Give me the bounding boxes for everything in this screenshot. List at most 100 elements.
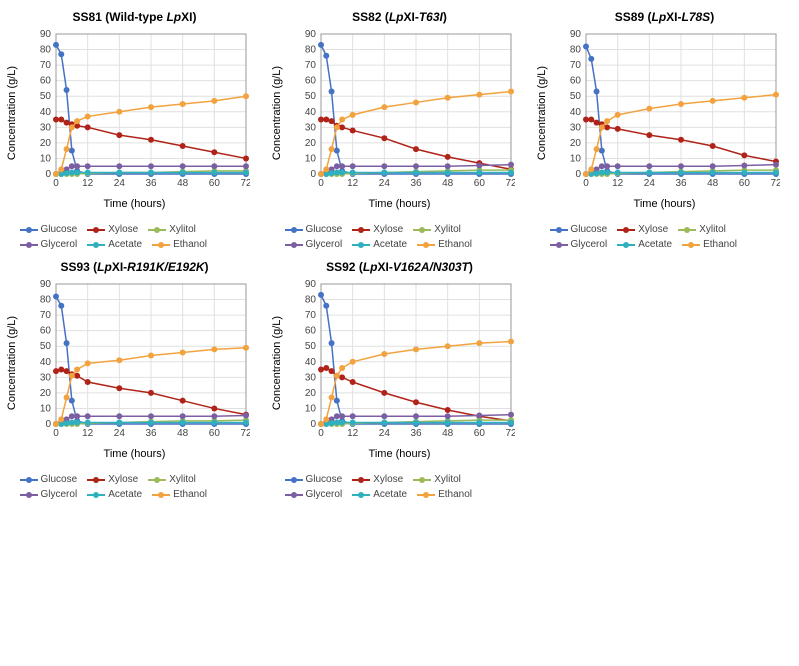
svg-text:24: 24 [378, 428, 390, 439]
legend-item-ethanol: Ethanol [417, 239, 472, 250]
svg-text:0: 0 [583, 178, 589, 189]
legend-item-xylose: Xylose [87, 224, 138, 235]
legend: Glucose Xylose Xylitol Glycerol Acetate [550, 224, 780, 250]
svg-text:12: 12 [82, 178, 94, 189]
legend-label: Glucose [571, 224, 608, 235]
legend-label: Xylitol [169, 224, 196, 235]
svg-text:72: 72 [240, 428, 250, 439]
legend-item-xylitol: Xylitol [148, 224, 196, 235]
svg-text:12: 12 [612, 178, 624, 189]
svg-text:36: 36 [145, 178, 157, 189]
legend-label: Glycerol [41, 239, 78, 250]
svg-text:90: 90 [304, 279, 316, 290]
legend-item-glycerol: Glycerol [550, 239, 608, 250]
panel-title: SS89 (LpXI-L78S) [615, 10, 714, 24]
y-axis-label: Concentration (g/L) [536, 66, 548, 160]
legend-label: Xylose [373, 474, 403, 485]
svg-text:10: 10 [569, 153, 581, 164]
legend-label: Glycerol [306, 239, 343, 250]
svg-text:70: 70 [304, 310, 316, 321]
svg-text:0: 0 [45, 419, 51, 430]
legend-item-xylose: Xylose [87, 474, 138, 485]
svg-text:10: 10 [304, 153, 316, 164]
svg-text:50: 50 [304, 91, 316, 102]
legend-label: Glucose [41, 474, 78, 485]
legend-item-ethanol: Ethanol [152, 239, 207, 250]
legend-label: Xylose [638, 224, 668, 235]
svg-text:60: 60 [208, 178, 220, 189]
svg-text:60: 60 [304, 76, 316, 87]
legend-label: Acetate [373, 489, 407, 500]
legend-item-glycerol: Glycerol [285, 489, 343, 500]
legend-item-glucose: Glucose [285, 474, 343, 485]
svg-text:24: 24 [643, 178, 655, 189]
legend-item-xylitol: Xylitol [678, 224, 726, 235]
svg-text:0: 0 [318, 178, 324, 189]
chart: Concentration (g/L) 01020304050607080900… [20, 278, 250, 448]
svg-text:20: 20 [39, 138, 51, 149]
svg-text:80: 80 [39, 45, 51, 56]
svg-text:36: 36 [410, 178, 422, 189]
svg-text:70: 70 [39, 60, 51, 71]
svg-text:36: 36 [410, 428, 422, 439]
legend-item-glucose: Glucose [20, 224, 78, 235]
svg-text:12: 12 [347, 428, 359, 439]
legend-label: Xylitol [434, 474, 461, 485]
panel-SS93: SS93 (LpXI-R191K/E192K) Concentration (g… [10, 260, 259, 500]
legend-item-xylitol: Xylitol [413, 224, 461, 235]
svg-text:0: 0 [318, 428, 324, 439]
legend: Glucose Xylose Xylitol Glycerol Acetate [285, 474, 515, 500]
legend-label: Glucose [306, 474, 343, 485]
svg-text:10: 10 [39, 153, 51, 164]
legend-label: Xylitol [699, 224, 726, 235]
svg-text:60: 60 [473, 178, 485, 189]
svg-text:40: 40 [304, 357, 316, 368]
svg-text:90: 90 [304, 29, 316, 40]
svg-text:0: 0 [310, 169, 316, 180]
svg-text:36: 36 [675, 178, 687, 189]
svg-text:72: 72 [770, 178, 780, 189]
chart: Concentration (g/L) 01020304050607080900… [285, 28, 515, 198]
legend-label: Glucose [41, 224, 78, 235]
svg-text:50: 50 [39, 341, 51, 352]
svg-text:80: 80 [569, 45, 581, 56]
legend-item-acetate: Acetate [617, 239, 672, 250]
panel-title: SS82 (LpXI-T63I) [352, 10, 447, 24]
panel-title: SS81 (Wild-type LpXI) [73, 10, 197, 24]
legend-item-ethanol: Ethanol [682, 239, 737, 250]
legend-item-acetate: Acetate [87, 489, 142, 500]
legend-label: Glycerol [41, 489, 78, 500]
y-axis-label: Concentration (g/L) [6, 66, 18, 160]
legend-label: Xylitol [169, 474, 196, 485]
legend-item-glucose: Glucose [550, 224, 608, 235]
svg-text:0: 0 [310, 419, 316, 430]
svg-text:20: 20 [304, 138, 316, 149]
legend-label: Ethanol [438, 239, 472, 250]
svg-text:0: 0 [53, 428, 59, 439]
svg-text:24: 24 [113, 428, 125, 439]
legend-label: Xylose [108, 224, 138, 235]
x-axis-label: Time (hours) [104, 198, 166, 210]
legend-item-xylose: Xylose [352, 224, 403, 235]
svg-text:50: 50 [39, 91, 51, 102]
chart: Concentration (g/L) 01020304050607080900… [285, 278, 515, 448]
svg-text:60: 60 [738, 178, 750, 189]
legend-label: Glucose [306, 224, 343, 235]
panel-SS81: SS81 (Wild-type LpXI) Concentration (g/L… [10, 10, 259, 250]
legend-label: Xylose [373, 224, 403, 235]
legend-label: Ethanol [173, 239, 207, 250]
svg-text:20: 20 [569, 138, 581, 149]
svg-text:50: 50 [304, 341, 316, 352]
legend-item-glycerol: Glycerol [20, 239, 78, 250]
svg-text:72: 72 [240, 178, 250, 189]
panel-SS89: SS89 (LpXI-L78S) Concentration (g/L) 010… [540, 10, 789, 250]
legend: Glucose Xylose Xylitol Glycerol Acetate [20, 474, 250, 500]
figure-grid: SS81 (Wild-type LpXI) Concentration (g/L… [10, 10, 789, 500]
legend-label: Ethanol [438, 489, 472, 500]
svg-text:90: 90 [39, 279, 51, 290]
svg-text:60: 60 [473, 428, 485, 439]
legend-item-glucose: Glucose [20, 474, 78, 485]
legend-item-xylose: Xylose [352, 474, 403, 485]
legend-label: Acetate [373, 239, 407, 250]
x-axis-label: Time (hours) [104, 448, 166, 460]
